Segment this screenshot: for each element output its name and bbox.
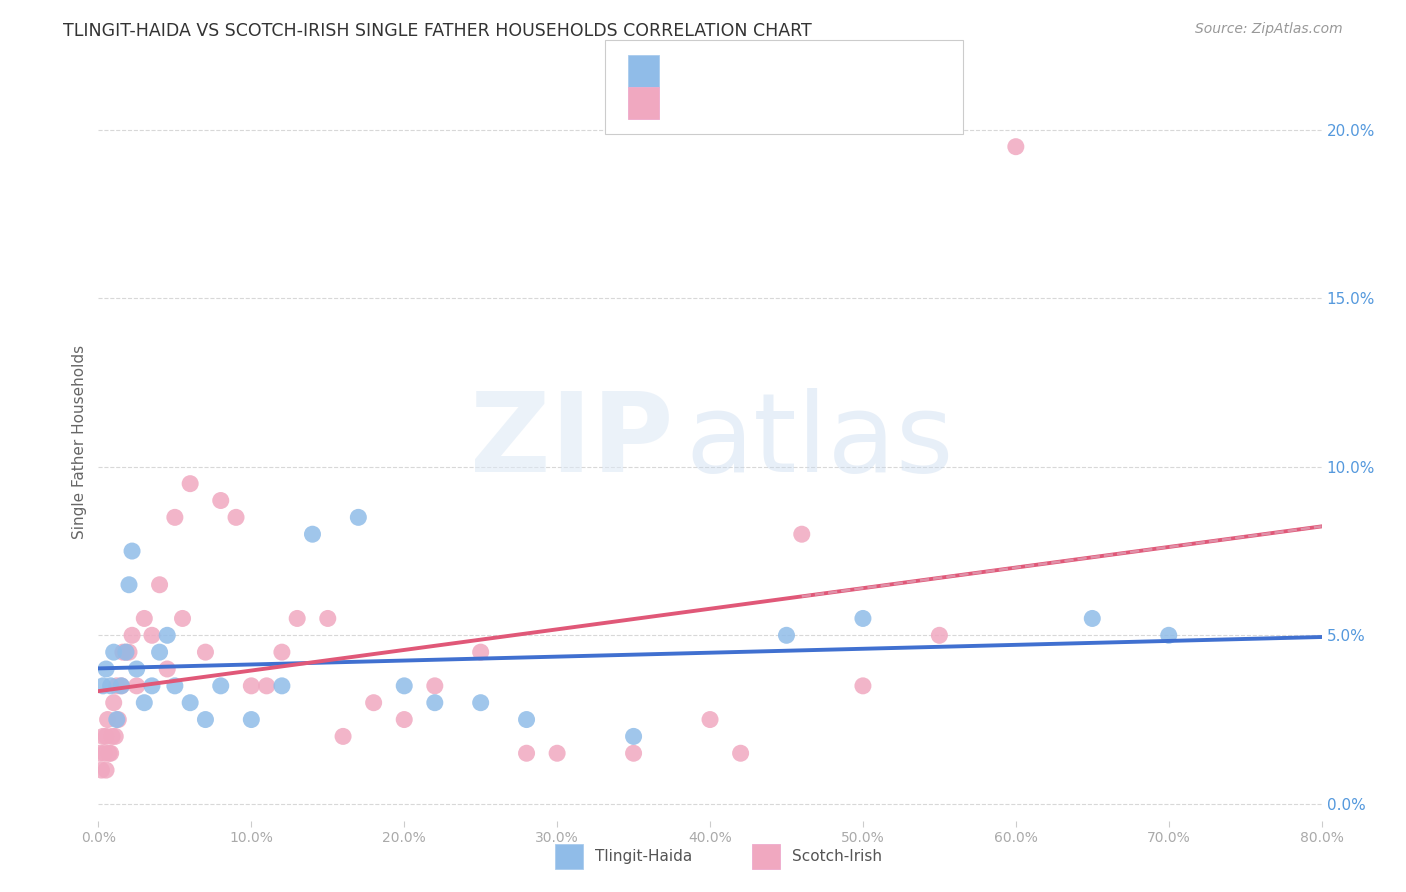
Y-axis label: Single Father Households: Single Father Households xyxy=(72,344,87,539)
Point xyxy=(194,713,217,727)
Point xyxy=(179,476,201,491)
Point xyxy=(111,645,134,659)
Point xyxy=(100,679,122,693)
Text: Scotch-Irish: Scotch-Irish xyxy=(792,849,882,863)
Point xyxy=(1157,628,1180,642)
Point xyxy=(423,696,446,710)
Text: Source: ZipAtlas.com: Source: ZipAtlas.com xyxy=(1195,22,1343,37)
Point xyxy=(256,679,278,693)
Text: R = 0.241   N =  31: R = 0.241 N = 31 xyxy=(671,63,820,78)
Point xyxy=(209,679,232,693)
Point xyxy=(852,679,875,693)
Point xyxy=(270,645,294,659)
Point xyxy=(316,611,339,625)
Point xyxy=(240,713,263,727)
Point xyxy=(118,578,141,592)
Point xyxy=(423,679,446,693)
Point xyxy=(1081,611,1104,625)
Point xyxy=(546,746,568,760)
Point xyxy=(93,746,115,760)
Point xyxy=(392,713,416,727)
Point xyxy=(110,679,132,693)
Point xyxy=(141,679,163,693)
Point xyxy=(363,696,385,710)
Point xyxy=(172,611,194,625)
Point xyxy=(115,645,138,659)
Text: R = 0.232   N =  49: R = 0.232 N = 49 xyxy=(671,95,820,111)
Point xyxy=(105,713,128,727)
Point xyxy=(121,544,143,558)
Point xyxy=(730,746,752,760)
Point xyxy=(852,611,875,625)
Point xyxy=(623,730,645,744)
Point xyxy=(103,696,125,710)
Point xyxy=(392,679,416,693)
Point xyxy=(163,510,186,524)
Point xyxy=(623,746,645,760)
Point xyxy=(89,746,111,760)
Point xyxy=(118,645,141,659)
Point xyxy=(101,730,124,744)
Point xyxy=(699,713,721,727)
Point xyxy=(516,746,538,760)
Point xyxy=(790,527,813,541)
Point xyxy=(91,730,114,744)
Point xyxy=(470,696,492,710)
Point xyxy=(225,510,247,524)
Point xyxy=(103,645,125,659)
Point xyxy=(125,679,148,693)
Text: atlas: atlas xyxy=(686,388,955,495)
Point xyxy=(928,628,950,642)
Point xyxy=(98,746,121,760)
Point xyxy=(194,645,217,659)
Point xyxy=(104,730,127,744)
Point xyxy=(332,730,354,744)
Point xyxy=(1004,139,1026,153)
Point xyxy=(149,645,172,659)
Point xyxy=(301,527,323,541)
Point xyxy=(141,628,163,642)
Point xyxy=(240,679,263,693)
Point xyxy=(121,628,143,642)
Point xyxy=(107,713,129,727)
Point xyxy=(149,578,172,592)
Point xyxy=(156,662,179,676)
Point xyxy=(347,510,370,524)
Point xyxy=(134,611,156,625)
Point xyxy=(94,763,117,777)
Point xyxy=(179,696,201,710)
Point xyxy=(94,730,117,744)
Point xyxy=(90,763,112,777)
Point xyxy=(105,679,128,693)
Point xyxy=(110,679,132,693)
Point xyxy=(516,713,538,727)
Text: ZIP: ZIP xyxy=(470,388,673,495)
Text: TLINGIT-HAIDA VS SCOTCH-IRISH SINGLE FATHER HOUSEHOLDS CORRELATION CHART: TLINGIT-HAIDA VS SCOTCH-IRISH SINGLE FAT… xyxy=(63,22,813,40)
Point xyxy=(470,645,492,659)
Point xyxy=(115,645,138,659)
Point xyxy=(209,493,232,508)
Point xyxy=(91,679,114,693)
Point xyxy=(134,696,156,710)
Text: Tlingit-Haida: Tlingit-Haida xyxy=(595,849,692,863)
Point xyxy=(285,611,308,625)
Point xyxy=(270,679,294,693)
Point xyxy=(97,713,120,727)
Point xyxy=(775,628,797,642)
Point xyxy=(125,662,148,676)
Point xyxy=(94,662,117,676)
Point xyxy=(156,628,179,642)
Point xyxy=(163,679,186,693)
Point xyxy=(100,746,122,760)
